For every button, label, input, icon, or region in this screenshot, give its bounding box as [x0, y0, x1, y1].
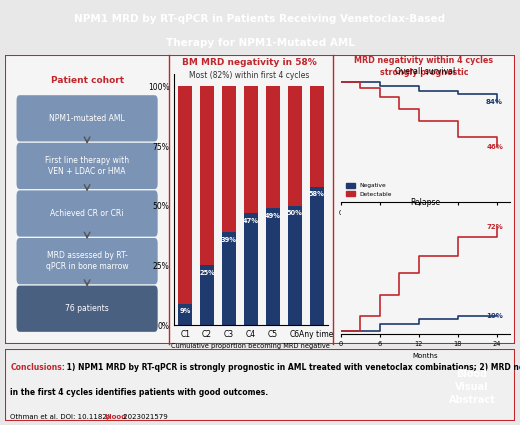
Text: 72%: 72%: [486, 224, 503, 230]
Bar: [222, 232, 236, 325]
Text: 50%: 50%: [287, 210, 303, 216]
FancyBboxPatch shape: [5, 55, 515, 344]
Text: MRD negativity within 4 cycles
strongly prognostic: MRD negativity within 4 cycles strongly …: [354, 57, 493, 77]
Bar: [309, 86, 324, 187]
X-axis label: Cumulative proportion becoming MRD negative: Cumulative proportion becoming MRD negat…: [172, 343, 330, 349]
FancyBboxPatch shape: [5, 348, 515, 421]
Text: Blood
Visual
Abstract: Blood Visual Abstract: [449, 369, 495, 405]
FancyBboxPatch shape: [17, 95, 158, 142]
Text: 49%: 49%: [265, 213, 281, 219]
Text: 10%: 10%: [486, 313, 503, 319]
Bar: [178, 86, 192, 303]
Text: First line therapy with
VEN + LDAC or HMA: First line therapy with VEN + LDAC or HM…: [45, 156, 129, 176]
Text: in the first 4 cycles identifies patients with good outcomes.: in the first 4 cycles identifies patient…: [10, 388, 268, 397]
Bar: [200, 86, 214, 266]
X-axis label: Months: Months: [412, 353, 438, 359]
FancyBboxPatch shape: [17, 286, 158, 332]
Text: 76 patients: 76 patients: [65, 304, 109, 313]
FancyBboxPatch shape: [17, 143, 158, 189]
Text: 47%: 47%: [243, 218, 259, 224]
Text: 46%: 46%: [486, 144, 503, 150]
Bar: [222, 86, 236, 232]
Text: 25%: 25%: [199, 270, 215, 276]
Legend: Negative, Detectable: Negative, Detectable: [344, 181, 394, 199]
Bar: [309, 187, 324, 325]
Text: NPM1-mutated AML: NPM1-mutated AML: [49, 114, 125, 123]
Text: blood: blood: [105, 414, 127, 419]
Text: 39%: 39%: [221, 237, 237, 243]
Text: 1) NPM1 MRD by RT-qPCR is strongly prognostic in AML treated with venetoclax com: 1) NPM1 MRD by RT-qPCR is strongly progn…: [64, 363, 520, 372]
Text: 84%: 84%: [486, 99, 503, 105]
Bar: [288, 206, 302, 325]
Text: BM MRD negativity in 58%: BM MRD negativity in 58%: [182, 59, 317, 68]
Text: NPM1 MRD by RT-qPCR in Patients Receiving Venetoclax-Based: NPM1 MRD by RT-qPCR in Patients Receivin…: [74, 14, 446, 24]
Text: .2023021579: .2023021579: [121, 414, 168, 419]
Bar: [200, 266, 214, 325]
Text: 58%: 58%: [309, 191, 324, 197]
Title: Overall survival: Overall survival: [395, 67, 455, 76]
Bar: [244, 86, 258, 213]
Text: Patient cohort: Patient cohort: [50, 76, 124, 85]
Text: Therapy for NPM1-Mutated AML: Therapy for NPM1-Mutated AML: [165, 37, 355, 48]
Text: 9%: 9%: [179, 309, 191, 314]
Title: Relapse: Relapse: [410, 198, 440, 207]
Text: Most (82%) within first 4 cycles: Most (82%) within first 4 cycles: [189, 71, 310, 80]
Bar: [266, 208, 280, 325]
Text: Othman et al. DOI: 10.1182/: Othman et al. DOI: 10.1182/: [10, 414, 109, 419]
FancyBboxPatch shape: [17, 238, 158, 284]
Bar: [178, 303, 192, 325]
FancyBboxPatch shape: [17, 190, 158, 237]
Bar: [266, 86, 280, 208]
Text: Conclusions:: Conclusions:: [10, 363, 65, 372]
Bar: [244, 213, 258, 325]
Bar: [288, 86, 302, 206]
Text: MRD assessed by RT-
qPCR in bone marrow: MRD assessed by RT- qPCR in bone marrow: [46, 251, 128, 271]
Text: Achieved CR or CRi: Achieved CR or CRi: [50, 209, 124, 218]
